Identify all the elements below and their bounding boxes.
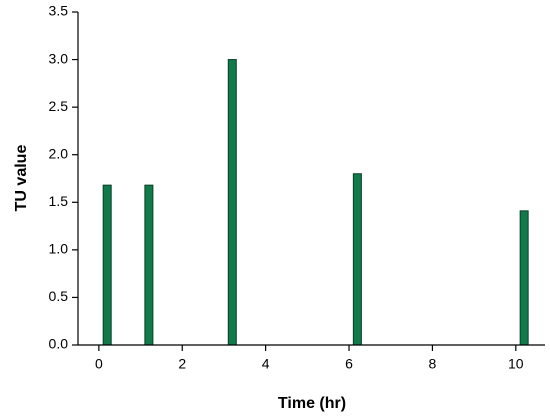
y-tick-label: 3.5 <box>49 3 69 19</box>
x-tick-label: 4 <box>262 356 270 372</box>
x-tick-label: 8 <box>429 356 437 372</box>
y-axis-title: TU value <box>13 145 30 212</box>
x-tick-label: 0 <box>95 356 103 372</box>
y-tick-label: 2.0 <box>49 145 69 161</box>
y-tick-label: 1.5 <box>49 193 69 209</box>
bar <box>519 210 529 346</box>
y-tick-label: 3.0 <box>49 50 69 66</box>
x-tick-label: 6 <box>345 356 353 372</box>
y-tick-label: 2.5 <box>49 98 69 114</box>
x-axis-title: Time (hr) <box>278 395 346 412</box>
x-tick-label: 10 <box>508 356 524 372</box>
y-tick-label: 0.5 <box>49 288 69 304</box>
bar <box>227 59 237 346</box>
bar <box>144 184 154 346</box>
bar <box>352 173 362 346</box>
y-tick-label: 1.0 <box>49 241 69 257</box>
bar <box>102 184 112 346</box>
x-tick-label: 2 <box>178 356 186 372</box>
y-tick-label: 0.0 <box>49 336 69 352</box>
